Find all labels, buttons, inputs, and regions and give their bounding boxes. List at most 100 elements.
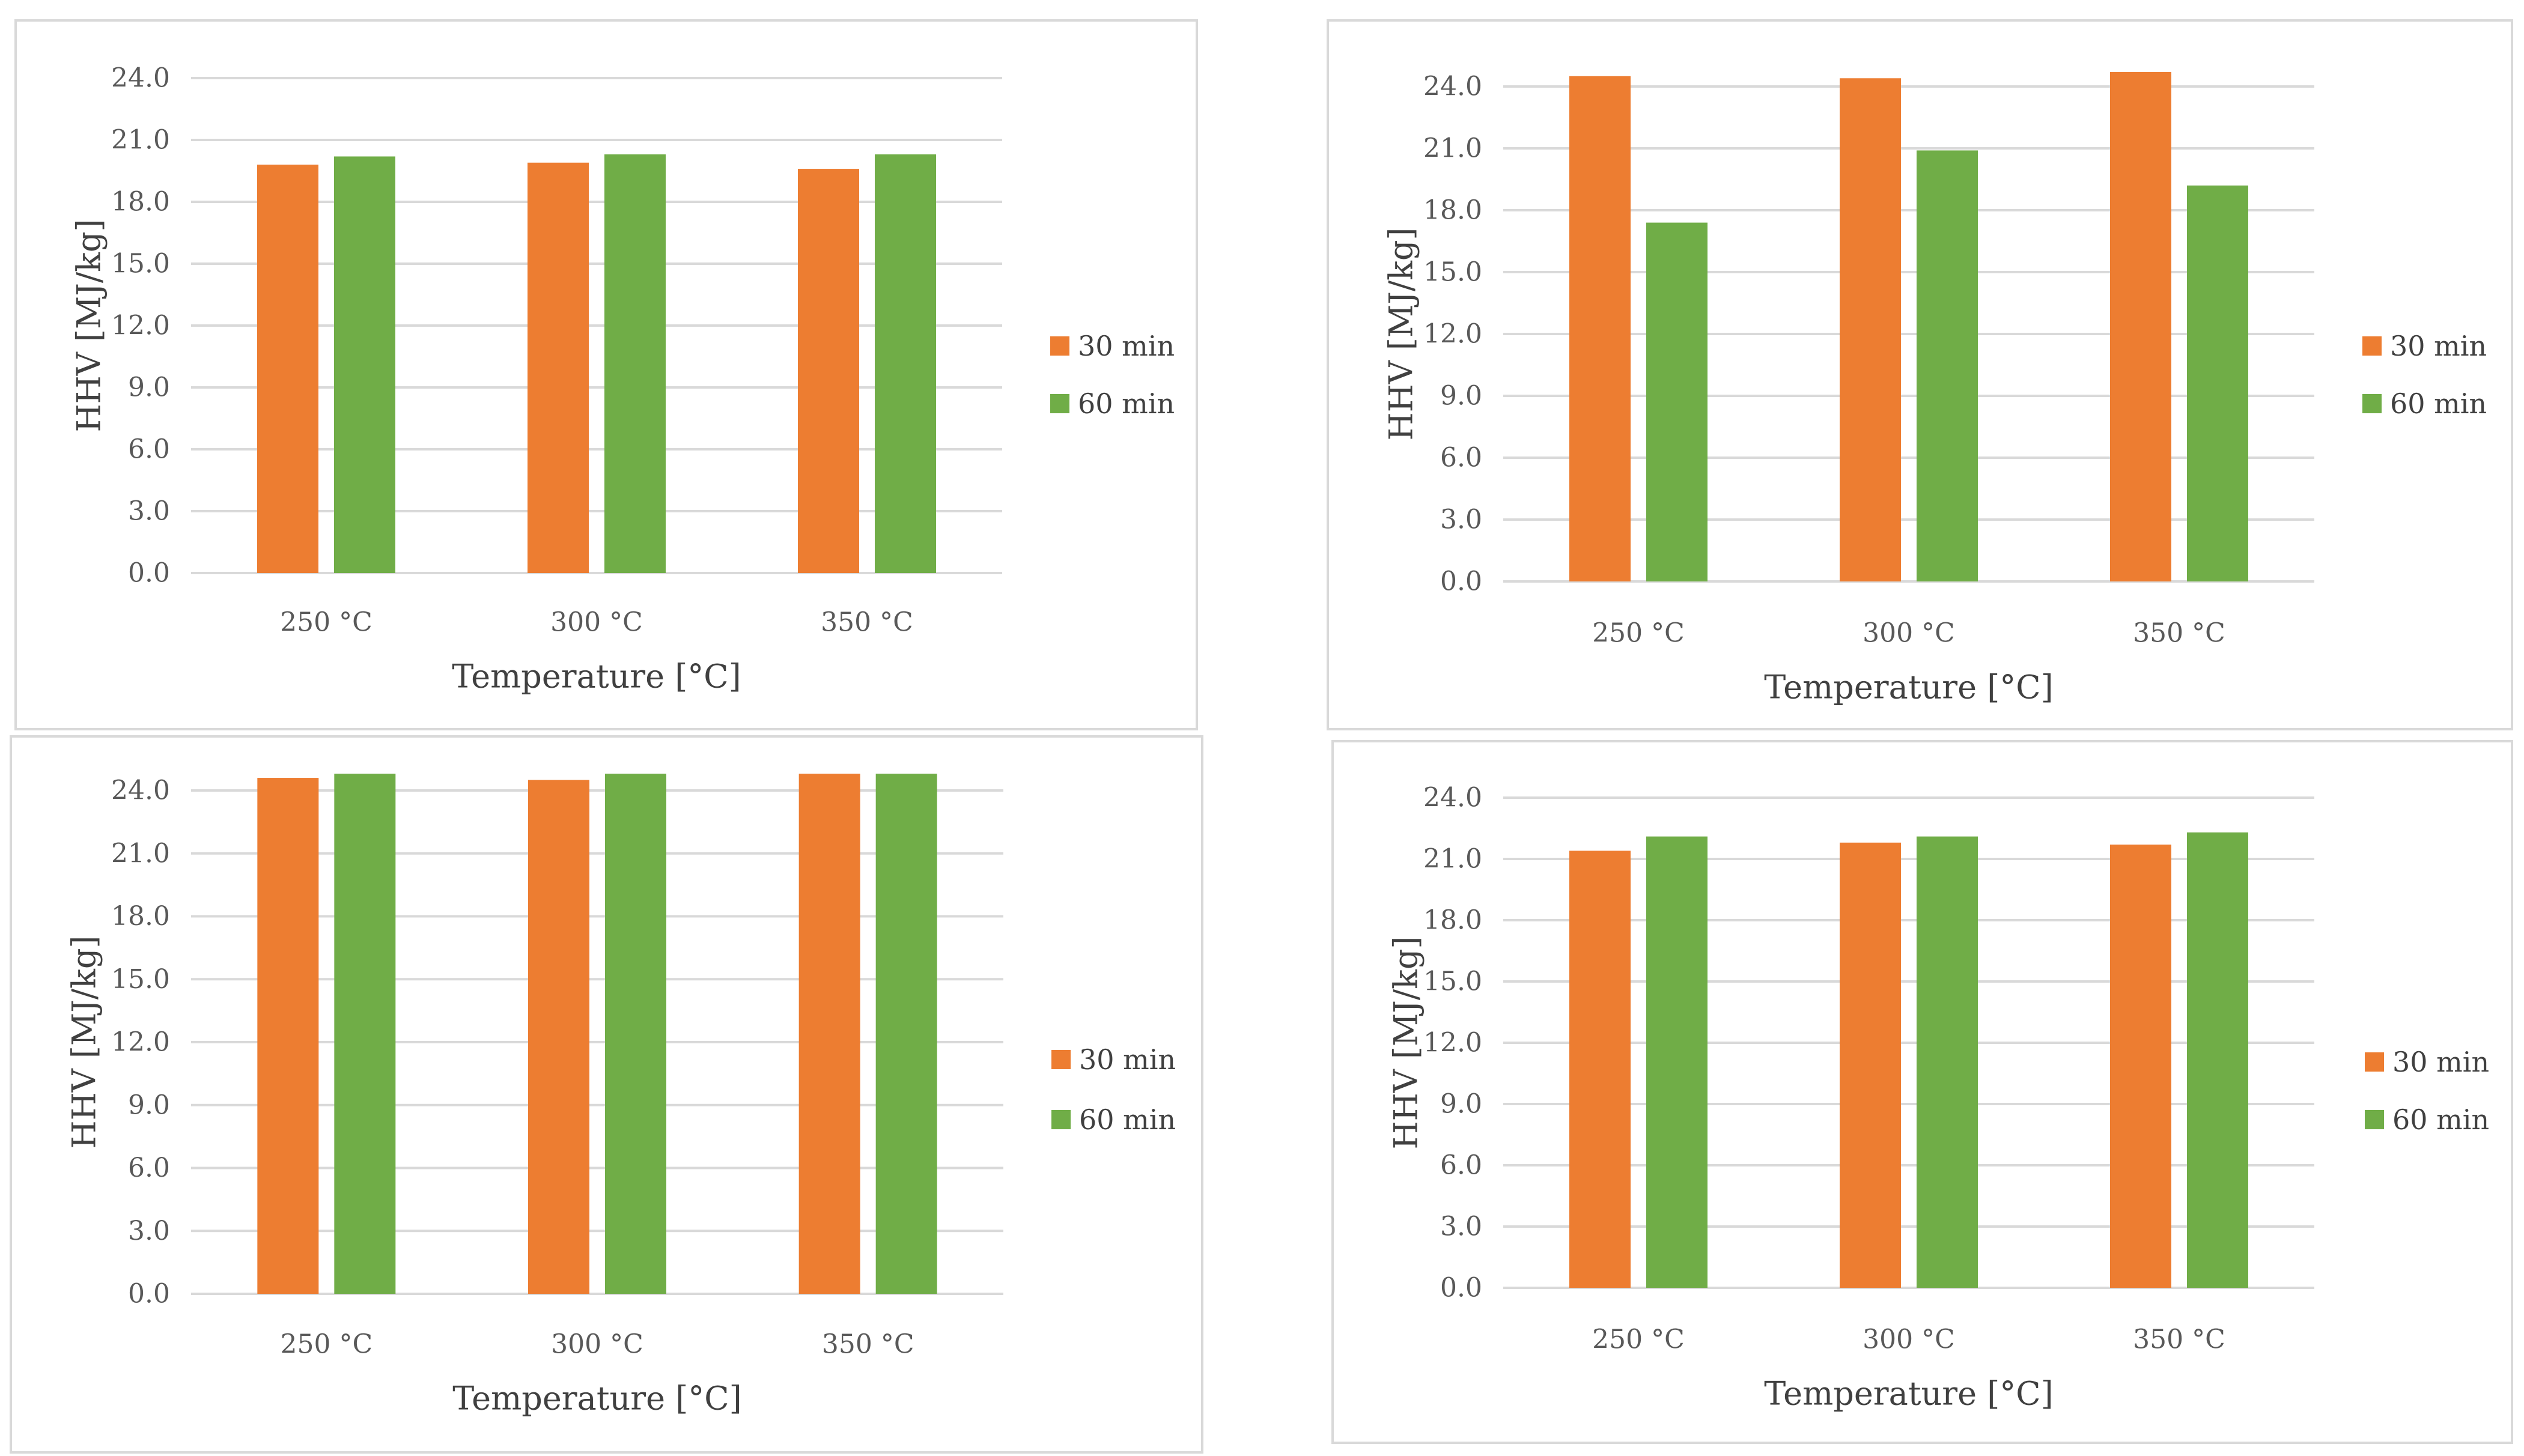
bar-chart-bottom-right: 0.0 3.0 6.0 9.0 12.0 15.0 18.0 21.0 24.0 250 °C 30… (1387, 783, 2490, 1413)
x-category-label: 350 °C (2133, 618, 2225, 649)
y-axis-title: HHV [MJ/kg] (70, 219, 108, 432)
y-tick-label: 6.0 (1440, 1150, 1482, 1181)
legend-label: 30 min (2392, 1046, 2489, 1078)
legend-swatch-60min (2362, 394, 2382, 413)
legend-swatch-60min (2365, 1110, 2384, 1129)
bar-60min-1 (605, 774, 666, 1294)
legend-swatch-30min (1051, 1050, 1071, 1069)
bar-30min-0 (257, 165, 318, 573)
y-tick-label: 9.0 (128, 1090, 170, 1120)
y-tick-label: 3.0 (1440, 1212, 1482, 1242)
bar-60min-2 (2187, 185, 2248, 581)
bar-30min-0 (1569, 851, 1631, 1288)
bar-60min-0 (1646, 222, 1708, 582)
y-tick-label: 0.0 (128, 1279, 170, 1309)
x-category-label: 350 °C (2133, 1324, 2225, 1355)
chart-panel-top-right: 0.0 3.0 6.0 9.0 12.0 15.0 18.0 21.0 24.0 250 °C 30… (1327, 19, 2513, 730)
chart-panel-bottom-left: 0.0 3.0 6.0 9.0 12.0 15.0 18.0 21.0 24.0 250 °C 30… (10, 735, 1203, 1454)
x-category-label: 300 °C (550, 607, 643, 638)
x-category-label: 350 °C (822, 1329, 914, 1360)
y-tick-label: 0.0 (128, 558, 170, 589)
y-tick-label: 15.0 (111, 964, 170, 995)
y-tick-label: 15.0 (1423, 257, 1482, 288)
y-axis-title: HHV [MJ/kg] (1387, 936, 1425, 1150)
bar-60min-1 (604, 154, 666, 573)
x-axis-title: Temperature [°C] (452, 658, 741, 696)
y-tick-label: 24.0 (1423, 783, 1482, 813)
legend-label: 60 min (2390, 387, 2487, 420)
x-category-label: 250 °C (281, 1329, 373, 1360)
y-tick-label: 0.0 (1440, 566, 1482, 597)
y-tick-label: 24.0 (1423, 71, 1482, 102)
y-tick-label: 3.0 (1440, 505, 1482, 535)
bar-30min-2 (798, 774, 860, 1294)
legend-label: 30 min (1079, 1043, 1176, 1076)
y-tick-label: 3.0 (128, 1216, 170, 1246)
bar-60min-0 (1646, 836, 1708, 1288)
y-tick-label: 12.0 (1423, 1028, 1482, 1058)
chart-panel-bottom-right: 0.0 3.0 6.0 9.0 12.0 15.0 18.0 21.0 24.0 250 °C 30… (1331, 740, 2513, 1444)
bar-60min-2 (875, 774, 937, 1294)
bar-30min-2 (2110, 71, 2171, 581)
y-tick-label: 15.0 (1423, 966, 1482, 997)
x-axis-title: Temperature [°C] (452, 1380, 741, 1418)
legend-label: 30 min (2390, 330, 2487, 362)
y-tick-label: 9.0 (1440, 381, 1482, 411)
bar-60min-2 (875, 154, 936, 573)
bar-30min-1 (1840, 78, 1901, 581)
bar-chart-top-left: 0.0 3.0 6.0 9.0 12.0 15.0 18.0 21.0 24.0 250 °C 30… (70, 63, 1175, 696)
bar-30min-0 (1569, 76, 1631, 582)
bar-60min-1 (1917, 150, 1978, 581)
x-category-label: 250 °C (280, 607, 373, 638)
legend-swatch-30min (2362, 336, 2382, 356)
y-tick-label: 24.0 (111, 63, 170, 94)
bar-30min-2 (798, 169, 859, 573)
y-tick-label: 18.0 (111, 901, 170, 932)
bar-60min-0 (334, 774, 396, 1294)
y-axis-title: HHV [MJ/kg] (65, 936, 103, 1149)
y-tick-label: 3.0 (128, 496, 170, 527)
legend-swatch-30min (2365, 1052, 2384, 1072)
legend-label: 60 min (2392, 1103, 2489, 1136)
y-tick-label: 12.0 (111, 1027, 170, 1058)
bar-30min-1 (528, 780, 589, 1294)
bar-30min-0 (257, 778, 319, 1294)
y-tick-label: 9.0 (1440, 1089, 1482, 1120)
y-tick-label: 12.0 (111, 311, 170, 341)
y-tick-label: 21.0 (111, 838, 170, 869)
y-tick-label: 24.0 (111, 775, 170, 806)
x-category-label: 300 °C (1863, 618, 1955, 649)
y-axis-title: HHV [MJ/kg] (1382, 228, 1420, 441)
y-tick-label: 6.0 (128, 1153, 170, 1183)
legend-swatch-60min (1050, 394, 1069, 413)
bar-60min-1 (1917, 836, 1978, 1288)
y-tick-label: 15.0 (111, 249, 170, 279)
legend-swatch-30min (1050, 336, 1069, 356)
y-tick-label: 21.0 (1423, 133, 1482, 164)
x-category-label: 250 °C (1592, 618, 1685, 649)
bar-chart-bottom-left: 0.0 3.0 6.0 9.0 12.0 15.0 18.0 21.0 24.0 250 °C 30… (65, 774, 1176, 1418)
bar-30min-2 (2110, 845, 2171, 1288)
chart-panel-top-left: 0.0 3.0 6.0 9.0 12.0 15.0 18.0 21.0 24.0 250 °C 30… (14, 19, 1198, 730)
x-category-label: 300 °C (1863, 1324, 1955, 1355)
y-tick-label: 21.0 (111, 125, 170, 156)
legend-label: 60 min (1078, 387, 1175, 420)
y-tick-label: 0.0 (1440, 1273, 1482, 1303)
bar-60min-0 (334, 156, 395, 573)
x-axis-title: Temperature [°C] (1764, 1375, 2053, 1413)
x-axis-title: Temperature [°C] (1764, 669, 2053, 706)
y-tick-label: 6.0 (1440, 443, 1482, 473)
x-category-label: 350 °C (821, 607, 913, 638)
legend-label: 60 min (1079, 1103, 1176, 1136)
bar-chart-top-right: 0.0 3.0 6.0 9.0 12.0 15.0 18.0 21.0 24.0 250 °C 30… (1382, 71, 2487, 706)
bar-30min-1 (528, 162, 589, 573)
y-tick-label: 18.0 (1423, 905, 1482, 936)
x-category-label: 250 °C (1592, 1324, 1685, 1355)
y-tick-label: 18.0 (111, 187, 170, 217)
legend-label: 30 min (1078, 330, 1175, 362)
x-category-label: 300 °C (551, 1329, 643, 1360)
y-tick-label: 9.0 (128, 372, 170, 403)
y-tick-label: 6.0 (128, 434, 170, 465)
bar-30min-1 (1840, 842, 1901, 1288)
y-tick-label: 12.0 (1423, 319, 1482, 350)
